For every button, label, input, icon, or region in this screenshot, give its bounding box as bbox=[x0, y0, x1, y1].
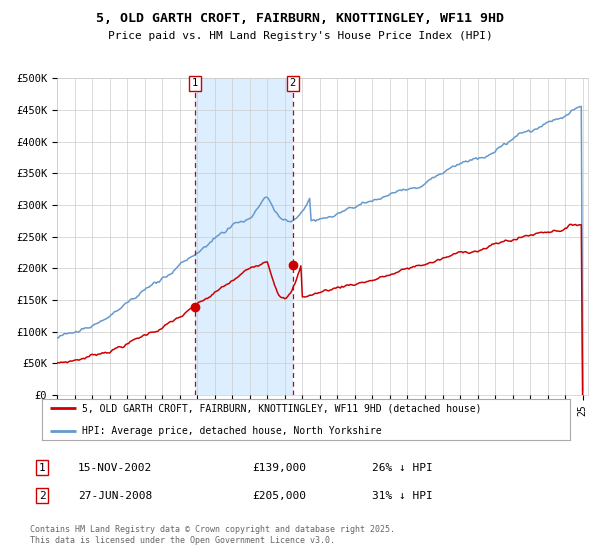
Text: 5, OLD GARTH CROFT, FAIRBURN, KNOTTINGLEY, WF11 9HD (detached house): 5, OLD GARTH CROFT, FAIRBURN, KNOTTINGLE… bbox=[82, 403, 481, 413]
Text: £205,000: £205,000 bbox=[252, 491, 306, 501]
Text: 5, OLD GARTH CROFT, FAIRBURN, KNOTTINGLEY, WF11 9HD: 5, OLD GARTH CROFT, FAIRBURN, KNOTTINGLE… bbox=[96, 12, 504, 25]
Text: Price paid vs. HM Land Registry's House Price Index (HPI): Price paid vs. HM Land Registry's House … bbox=[107, 31, 493, 41]
Text: 1: 1 bbox=[38, 463, 46, 473]
Text: 26% ↓ HPI: 26% ↓ HPI bbox=[372, 463, 433, 473]
Text: HPI: Average price, detached house, North Yorkshire: HPI: Average price, detached house, Nort… bbox=[82, 426, 381, 436]
Text: 27-JUN-2008: 27-JUN-2008 bbox=[78, 491, 152, 501]
Text: 31% ↓ HPI: 31% ↓ HPI bbox=[372, 491, 433, 501]
Text: 2: 2 bbox=[290, 78, 296, 88]
Text: 15-NOV-2002: 15-NOV-2002 bbox=[78, 463, 152, 473]
Text: Contains HM Land Registry data © Crown copyright and database right 2025.
This d: Contains HM Land Registry data © Crown c… bbox=[30, 525, 395, 545]
Text: 1: 1 bbox=[192, 78, 198, 88]
Bar bbox=[195, 78, 293, 395]
Text: £139,000: £139,000 bbox=[252, 463, 306, 473]
Text: 2: 2 bbox=[38, 491, 46, 501]
